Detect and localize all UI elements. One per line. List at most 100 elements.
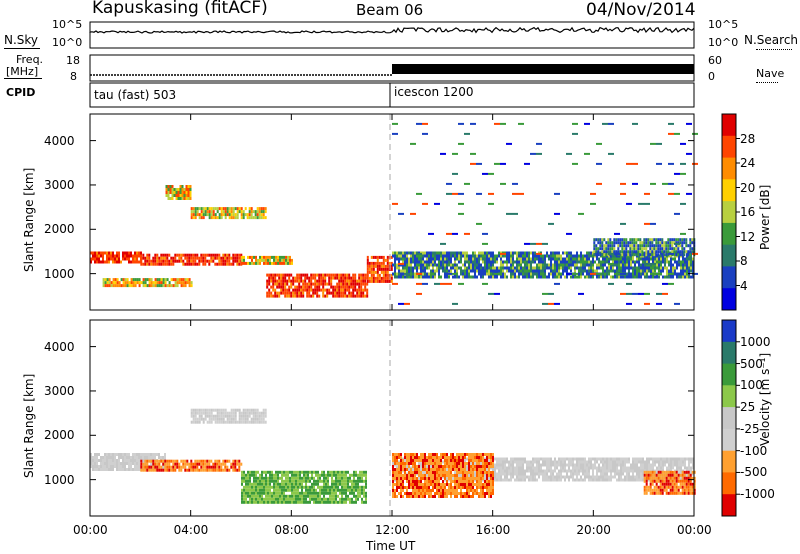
heatmap-region-power-3 [266, 273, 369, 298]
nsky-underline [4, 48, 40, 49]
y-tick-label-power-3: 4000 [44, 133, 75, 148]
heatmap-region-power-9 [593, 238, 696, 257]
velocity-ylabel: Slant Range [km] [22, 373, 36, 478]
power-colorbar-swatch [722, 114, 736, 137]
power-data [90, 122, 698, 305]
velocity-colorbar-swatch [722, 450, 736, 473]
heatmap-region-velocity-6 [643, 470, 696, 495]
noise-tick-right-bottom: 10^0 [708, 36, 739, 49]
velocity-colorbar [721, 319, 740, 517]
x-tick-label-3: 12:00 [375, 523, 410, 537]
cpid-label: CPID [6, 86, 36, 99]
heatmap-region-velocity-5 [392, 453, 494, 498]
x-tick-label-0: 00:00 [73, 523, 108, 537]
x-axis-label: Time UT [366, 539, 416, 553]
velocity-colorbar-swatch [722, 363, 736, 386]
x-tick-label-4: 16:00 [475, 523, 511, 537]
noise-panel [89, 21, 695, 49]
station-title: Kapuskasing (fitACF) [92, 0, 268, 18]
nsky-label: N.Sky [4, 33, 39, 47]
power-colorbar-swatch [722, 222, 736, 246]
heatmap-region-power-7 [165, 185, 192, 200]
velocity-colorbar-swatch [722, 494, 736, 517]
velocity-colorbar-swatch [722, 341, 736, 365]
velocity-colorbar-frame [721, 319, 737, 517]
velocity-colorbar-swatch [722, 385, 736, 408]
heatmap-region-power-10 [392, 122, 698, 305]
velocity-colorbar-tick-label-2: 100 [740, 378, 763, 393]
beam-title: Beam 06 [356, 1, 424, 19]
freq-underline [4, 78, 42, 79]
velocity-colorbar-swatch [722, 472, 736, 495]
nsearch-underline [756, 49, 792, 50]
y-tick-label-velocity-0: 1000 [44, 472, 75, 487]
power-colorbar-tick-label-3: 16 [740, 205, 756, 219]
velocity-colorbar-tick-label-1: 500 [740, 356, 763, 371]
power-colorbar-tick-label-2: 20 [740, 180, 756, 195]
y-tick-label-velocity-3: 4000 [44, 339, 75, 354]
heatmap-region-velocity-1 [140, 459, 243, 472]
power-colorbar-swatch [722, 135, 736, 159]
y-tick-label-power-2: 3000 [44, 177, 75, 192]
noise-trace [89, 26, 695, 34]
velocity-data [90, 408, 696, 504]
x-tick-label-6: 00:00 [677, 523, 712, 537]
velocity-colorbar-tick-label-0: 1000 [740, 334, 771, 349]
noise-tick-left-bottom: 10^0 [52, 36, 83, 49]
power-colorbar-swatch [722, 201, 736, 224]
heatmap-region-power-6 [190, 207, 267, 220]
power-colorbar-label: Power [dB] [758, 184, 772, 250]
heatmap-region-power-0 [90, 251, 142, 264]
velocity-colorbar-tick-label-5: -100 [740, 443, 768, 458]
power-colorbar-swatch [722, 266, 736, 289]
power-colorbar-tick-label-5: 8 [740, 254, 748, 268]
velocity-colorbar-tick-label-4: -25 [740, 421, 760, 436]
heatmap-region-velocity-3 [190, 408, 267, 424]
power-colorbar-tick-label-1: 24 [740, 156, 756, 170]
y-tick-label-power-0: 1000 [44, 266, 75, 281]
nave-tick-top: 60 [708, 54, 722, 67]
velocity-colorbar-swatch [722, 428, 736, 452]
power-colorbar-swatch [722, 288, 736, 311]
noise-tick-right-top: 10^5 [708, 18, 739, 31]
y-tick-label-velocity-1: 2000 [44, 428, 75, 443]
velocity-colorbar-tick-label-3: 25 [740, 400, 756, 415]
heatmap-region-power-2 [241, 255, 293, 265]
heatmap-region-power-1 [140, 253, 243, 266]
noise-tick-left-top: 10^5 [52, 18, 83, 31]
y-tick-label-power-1: 2000 [44, 222, 75, 237]
power-colorbar-swatch [722, 244, 736, 267]
power-colorbar-tick-label-0: 28 [740, 131, 756, 146]
x-tick-label-2: 08:00 [274, 523, 309, 537]
power-colorbar [721, 113, 740, 311]
nave-label: Nave [756, 67, 785, 80]
y-tick-label-velocity-2: 3000 [44, 383, 75, 398]
velocity-colorbar-tick-label-7: -1000 [740, 487, 775, 502]
power-colorbar-swatch [722, 157, 736, 180]
x-tick-label-1: 04:00 [173, 523, 209, 537]
freq-tick-top: 18 [66, 54, 80, 67]
freq-tick-bottom: 8 [70, 70, 77, 83]
freq-label: Freq. [16, 53, 44, 66]
status-traces [89, 26, 695, 76]
nave-tick-bottom: 0 [708, 70, 715, 83]
axes-ticks [89, 114, 695, 516]
heatmap-region-velocity-2 [241, 470, 367, 504]
velocity-colorbar-tick-label-6: -500 [740, 465, 768, 480]
power-colorbar-tick-label-4: 12 [740, 229, 756, 244]
nave-underline [756, 82, 778, 83]
cpid-panel [89, 82, 695, 108]
x-tick-label-5: 20:00 [576, 523, 611, 537]
cpid-program-2: icescon 1200 [394, 85, 474, 99]
velocity-colorbar-swatch [722, 407, 736, 430]
freq-unit: [MHz] [6, 65, 39, 78]
nsearch-label: N.Search [744, 33, 799, 47]
heatmap-region-power-8 [392, 251, 694, 279]
power-ylabel: Slant Range [km] [22, 167, 36, 272]
date-title: 04/Nov/2014 [586, 0, 696, 20]
cpid-program-1: tau (fast) 503 [94, 88, 177, 102]
heatmap-region-power-5 [102, 278, 193, 288]
velocity-colorbar-swatch [722, 320, 736, 343]
nave-block [392, 64, 694, 74]
